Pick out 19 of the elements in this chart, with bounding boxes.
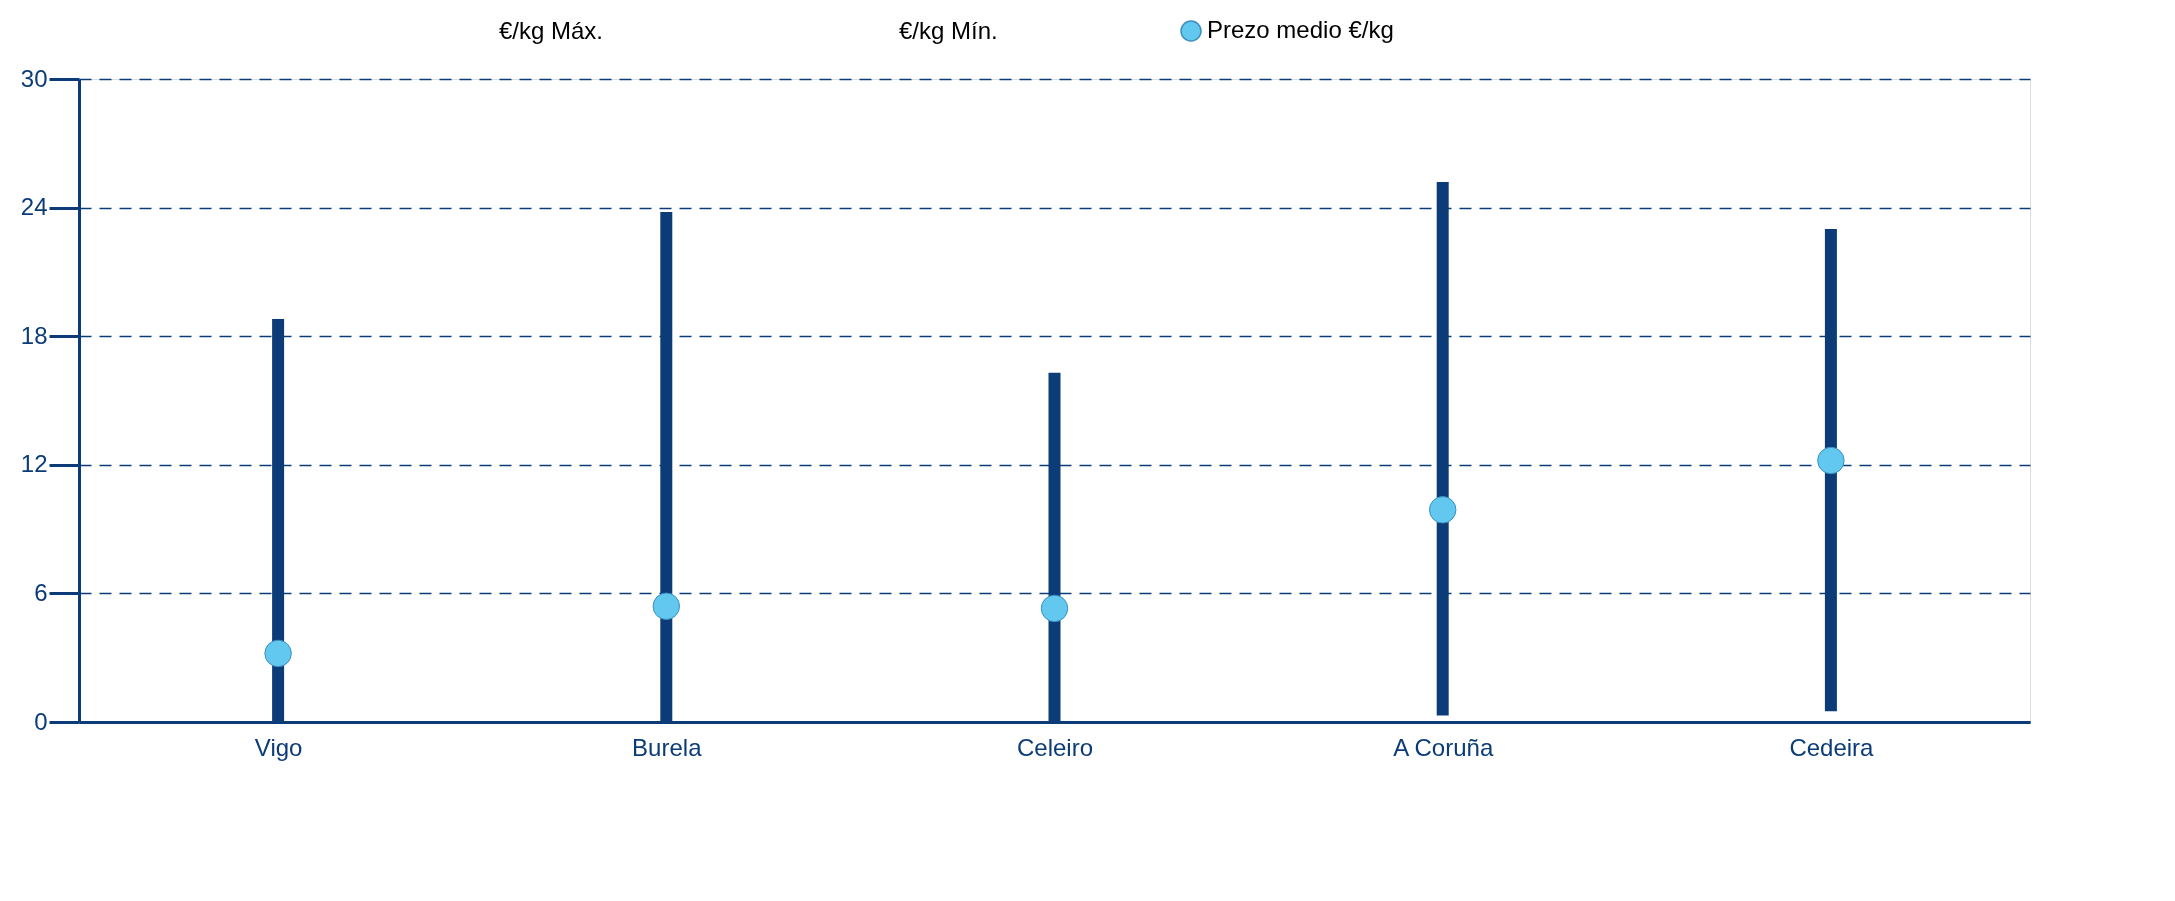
x-tick-label: Vigo — [254, 733, 303, 761]
legend-label: Prezo medio €/kg — [1207, 16, 1394, 43]
x-tick-label: Cedeira — [1789, 733, 1875, 761]
point — [652, 592, 681, 620]
y-tick-label: 12 — [20, 450, 48, 478]
x-tick-label: A Coruña — [1393, 733, 1494, 761]
x-tick-label: Celeiro — [1016, 733, 1094, 761]
x-tick-label: Burela — [632, 733, 703, 761]
point — [1040, 594, 1069, 623]
y-tick-label: 30 — [20, 64, 48, 92]
point — [264, 639, 292, 668]
y-tick-label: 24 — [20, 193, 48, 221]
text: €/kg Mín. — [899, 17, 998, 44]
text: €/kg Máx. — [499, 17, 604, 44]
y-tick-label: 18 — [20, 321, 48, 349]
point — [1817, 446, 1845, 475]
point — [1428, 496, 1457, 524]
y-tick-label: 6 — [34, 578, 48, 606]
y-tick-label: 0 — [34, 707, 48, 735]
